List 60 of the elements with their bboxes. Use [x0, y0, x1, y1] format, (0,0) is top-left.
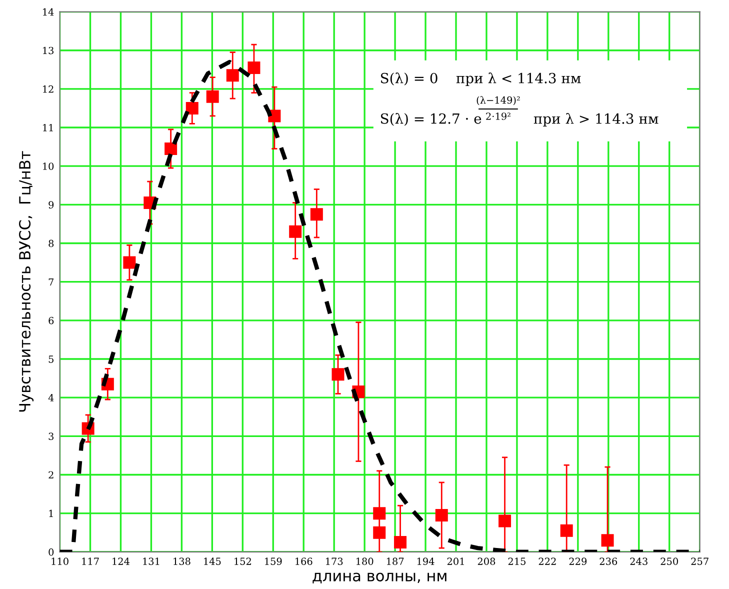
- y-tick-label: 13: [43, 46, 54, 54]
- annotation: 2·19²: [486, 112, 510, 120]
- x-tick-label: 180: [356, 558, 374, 565]
- point: [123, 256, 136, 269]
- point: [310, 208, 323, 221]
- x-tick-label: 117: [82, 558, 99, 565]
- y-tick-label: 0: [48, 548, 54, 556]
- annotation: S(λ) = 0 при λ < 114.3 нм: [380, 72, 581, 86]
- x-tick-label: 229: [569, 558, 587, 565]
- x-tick-label: 243: [630, 558, 648, 565]
- y-tick-label: 10: [43, 162, 54, 170]
- x-tick-label: 201: [447, 558, 464, 565]
- x-tick-label: 166: [296, 558, 312, 565]
- y-tick-label: 7: [48, 278, 54, 286]
- point: [394, 536, 407, 548]
- x-tick-label: 124: [112, 558, 130, 565]
- point: [186, 102, 198, 114]
- x-tick-label: 194: [417, 558, 434, 565]
- y-tick-label: 9: [48, 201, 54, 209]
- point: [435, 508, 448, 522]
- x-tick-label: 159: [265, 558, 282, 565]
- annotation: при λ > 114.3 нм: [534, 113, 658, 127]
- x-tick-label: 173: [326, 558, 343, 565]
- point: [164, 142, 178, 155]
- point: [206, 90, 219, 103]
- y-tick-label: 2: [48, 471, 54, 478]
- point: [289, 225, 302, 238]
- x-tick-label: 250: [660, 558, 678, 565]
- annotation: (λ−149)²: [476, 96, 520, 106]
- point: [498, 514, 512, 528]
- point: [248, 61, 260, 74]
- x-tick-label: 208: [478, 558, 496, 565]
- x-tick-label: 145: [204, 558, 221, 565]
- y-axis-title: Чувствительность ВУСС, Гц/нВт: [19, 151, 34, 412]
- x-tick-label: 222: [538, 558, 556, 565]
- point: [601, 534, 614, 547]
- point: [373, 507, 386, 520]
- x-tick-label: 110: [52, 558, 68, 565]
- point: [332, 368, 344, 381]
- y-tick-label: 12: [43, 85, 54, 93]
- x-tick-label: 152: [234, 558, 251, 565]
- point: [560, 524, 573, 537]
- y-tick-label: 3: [48, 432, 54, 440]
- y-tick-label: 4: [48, 394, 54, 402]
- y-tick-label: 8: [48, 240, 54, 248]
- y-tick-label: 11: [43, 124, 53, 132]
- x-tick-label: 138: [174, 558, 190, 565]
- y-tick-label: 1: [49, 510, 53, 518]
- x-tick-label: 257: [691, 558, 708, 565]
- x-tick-label: 215: [508, 558, 526, 565]
- x-tick-label: 187: [386, 558, 404, 565]
- y-tick-label: 5: [48, 356, 54, 363]
- y-tick-label: 6: [48, 316, 54, 324]
- x-tick-label: 236: [600, 558, 618, 565]
- y-tick-label: 14: [43, 8, 54, 16]
- annotation: S(λ) = 12.7 · e: [380, 113, 482, 126]
- point: [226, 69, 239, 82]
- x-axis-title: длина волны, нм: [312, 572, 446, 584]
- x-tick-label: 131: [143, 558, 160, 565]
- point: [373, 526, 386, 539]
